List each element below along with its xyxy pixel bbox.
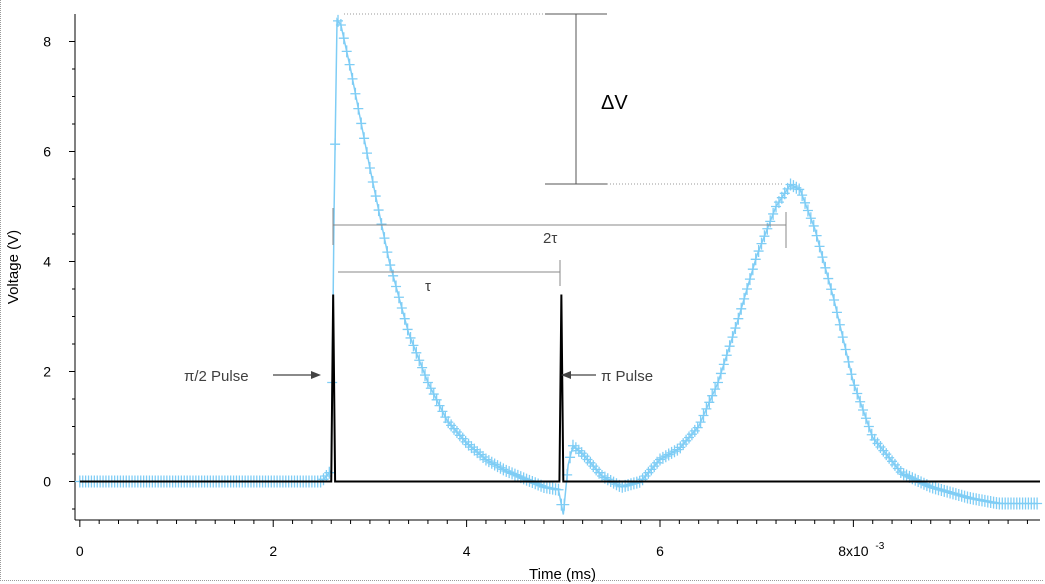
- pi2-pulse-label: π/2 Pulse: [184, 368, 249, 385]
- series-0-markers: [74, 14, 1043, 511]
- y-tick-label: 0: [43, 474, 51, 490]
- y-tick-label: 4: [43, 254, 51, 270]
- y-tick-label: 2: [43, 364, 51, 380]
- series-1-line: [79, 294, 1040, 483]
- pi-pulse-label: π Pulse: [601, 368, 653, 385]
- delta-v-label: ΔV: [601, 92, 628, 114]
- tau-label: τ: [425, 278, 431, 295]
- x-axis-title: Time (ms): [529, 566, 596, 583]
- two-tau-label: 2τ: [543, 230, 557, 247]
- series-layer: [74, 14, 1043, 515]
- x-tick-label: 8x10: [838, 543, 869, 559]
- x-tick-exponent: -3: [875, 541, 884, 552]
- pi2-pulse-arrow-head: [311, 371, 321, 379]
- axes: 0 2 4 6 8 0 2 4 6 8x10 -3 Time (ms) Voltage (V): [5, 14, 1040, 583]
- y-tick-label: 6: [43, 144, 51, 160]
- x-tick-label: 4: [463, 543, 471, 559]
- x-tick-label: 0: [76, 543, 84, 559]
- annotation-layer: ΔV 2τ τ π/2 Pulse π Pulse: [184, 13, 787, 385]
- x-tick-label: 6: [656, 543, 664, 559]
- y-tick-label: 8: [43, 34, 51, 50]
- pi-pulse-arrow-head: [561, 371, 571, 379]
- series-0-line: [79, 17, 1038, 515]
- y-axis-title: Voltage (V): [5, 230, 22, 304]
- x-tick-label: 2: [269, 543, 277, 559]
